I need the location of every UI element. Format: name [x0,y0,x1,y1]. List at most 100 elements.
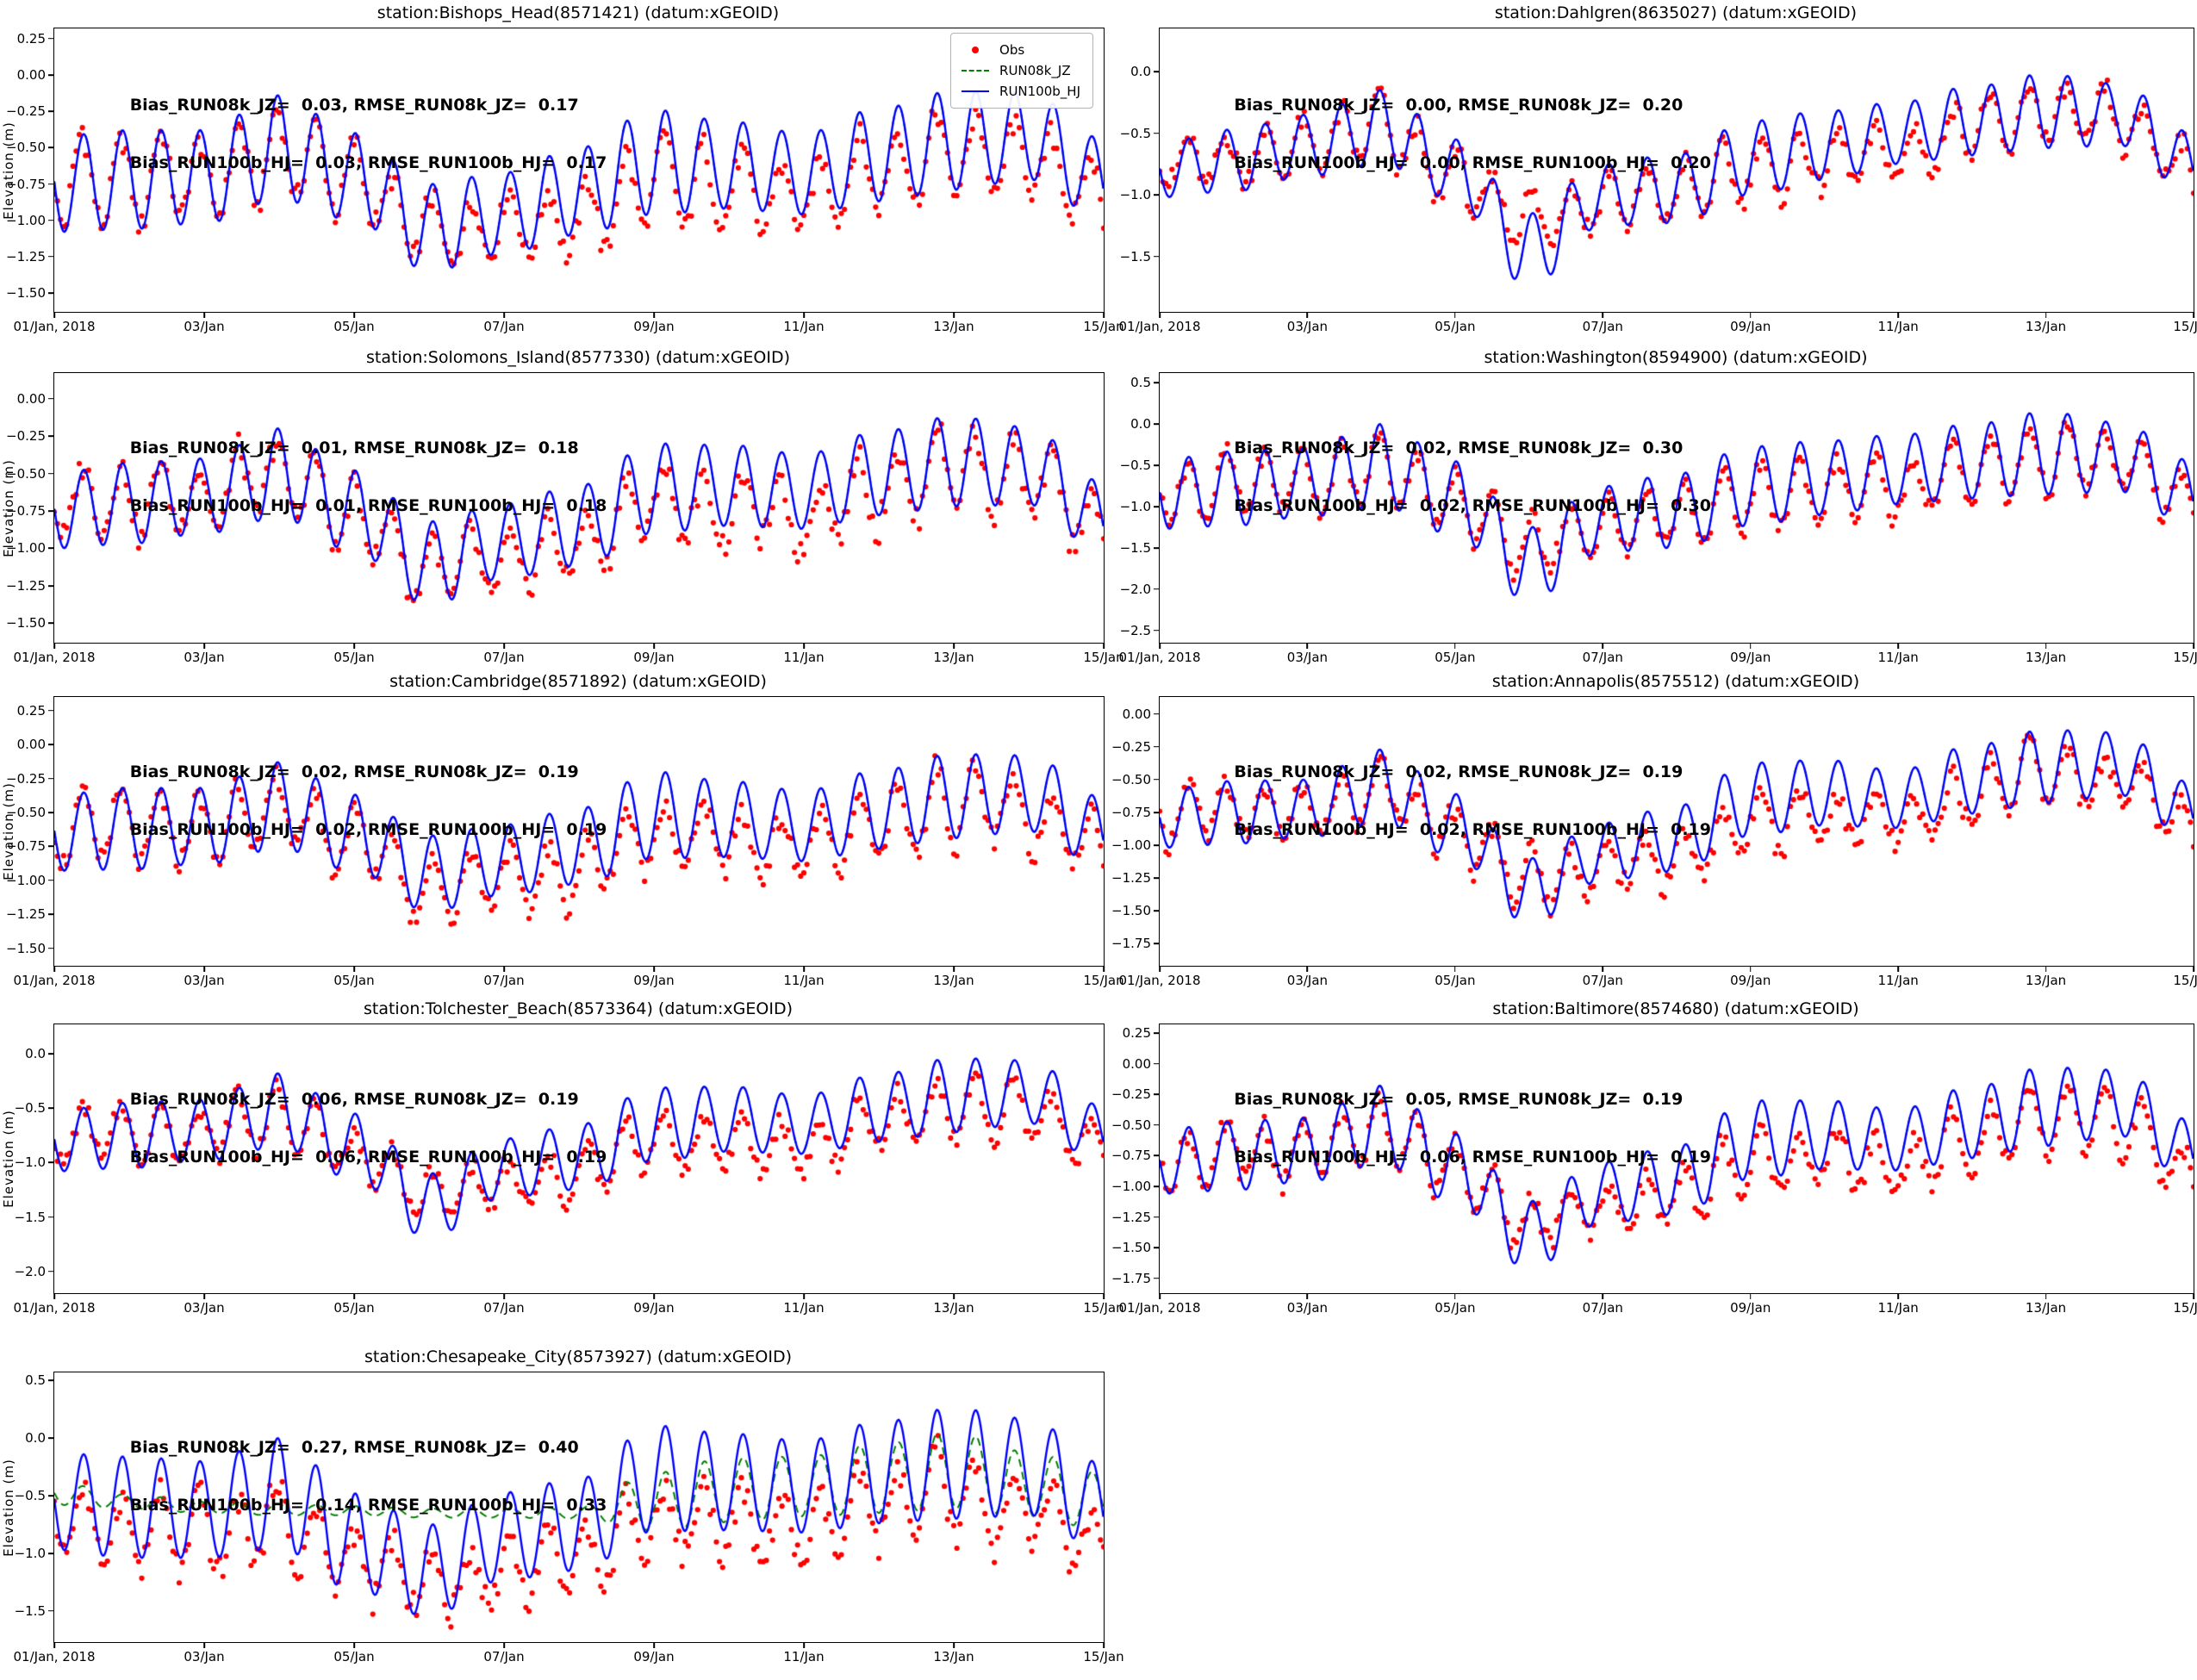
y-tick-mark [48,292,54,294]
x-tick-label: 03/Jan [184,1300,225,1316]
legend-entry: RUN08k_JZ [960,60,1080,81]
y-axis-label: Elevation (m) [1,121,16,220]
x-tick-mark [653,966,655,972]
x-tick-label: 01/Jan, 2018 [1118,650,1201,665]
y-tick-mark [48,183,54,185]
subplot-solomons_island: station:Solomons_Island(8577330) (datum:… [1,348,1124,676]
y-tick-mark [48,622,54,625]
x-tick-label: 05/Jan [333,319,375,334]
y-tick-mark [48,913,54,915]
x-tick-label: 09/Jan [633,1649,675,1664]
plot-canvas [54,373,1104,643]
x-tick-mark [53,1293,55,1299]
x-tick-label: 03/Jan [1286,650,1329,665]
x-tick-label: 05/Jan [1435,1300,1476,1316]
y-tick-label: −0.25 [1111,1086,1151,1103]
x-tick-label: 11/Jan [1877,973,1919,988]
x-tick-mark [203,1293,205,1299]
x-tick-label: 11/Jan [783,1300,825,1316]
plot-title: station:Annapolis(8575512) (datum:xGEOID… [1491,672,1860,691]
legend-entry: RUN100b_HJ [960,81,1080,102]
x-tick-label: 03/Jan [184,650,225,665]
x-tick-label: 01/Jan, 2018 [13,1300,96,1316]
x-tick-mark [953,1293,955,1299]
x-tick-label: 05/Jan [333,650,375,665]
y-tick-mark [48,777,54,780]
y-tick-mark [48,1495,54,1496]
y-tick-mark [1154,943,1160,944]
x-tick-mark [1306,643,1309,649]
y-tick-mark [48,1216,54,1218]
y-tick-mark [48,435,54,437]
x-tick-mark [1103,312,1105,318]
x-tick-label: 03/Jan [1286,319,1329,334]
plot-canvas [1160,697,2194,966]
x-tick-label: 07/Jan [483,650,525,665]
x-tick-mark [353,1642,355,1648]
y-tick-label: −1.25 [1111,870,1151,887]
y-tick-label: −1.5 [14,1209,46,1225]
y-tick-mark [1154,1062,1160,1065]
plot-canvas [54,1024,1104,1293]
y-tick-mark [1154,547,1160,549]
y-tick-mark [48,146,54,149]
x-tick-mark [503,966,505,972]
y-tick-mark [48,744,54,745]
y-tick-label: 0.25 [1122,1024,1151,1041]
y-tick-mark [1154,629,1160,632]
y-tick-label: −1.00 [1111,837,1151,853]
x-tick-mark [1602,643,1604,649]
x-tick-label: 05/Jan [333,973,375,988]
y-tick-mark [1154,255,1160,258]
x-tick-mark [203,312,205,318]
y-tick-mark [48,585,54,587]
y-tick-label: −0.5 [14,1100,46,1117]
x-tick-label: 13/Jan [933,1649,974,1664]
x-tick-mark [653,1642,655,1648]
y-tick-mark [1154,812,1160,813]
obs-dot-icon [960,47,991,53]
y-tick-mark [1154,910,1160,912]
x-tick-label: 01/Jan, 2018 [13,973,96,988]
y-tick-label: −0.25 [6,770,46,787]
x-tick-mark [803,312,805,318]
subplot-baltimore: station:Baltimore(8574680) (datum:xGEOID… [1111,999,2197,1327]
y-tick-mark [1154,1093,1160,1095]
y-tick-label: −0.25 [6,103,46,120]
y-tick-label: 0.0 [1130,416,1151,432]
y-tick-mark [1154,779,1160,781]
axes-area: Bias_RUN08k_JZ= 0.06, RMSE_RUN08k_JZ= 0.… [1,1024,1124,1316]
bias-rmse-annotation: Bias_RUN08k_JZ= 0.03, RMSE_RUN08k_JZ= 0.… [130,57,607,211]
x-tick-label: 09/Jan [1730,319,1771,334]
x-tick-label: 07/Jan [483,1300,525,1316]
x-tick-label: 15/Jan [2173,650,2197,665]
x-tick-label: 01/Jan, 2018 [13,1649,96,1664]
y-tick-label: −0.25 [6,428,46,445]
subplot-dahlgren: station:Dahlgren(8635027) (datum:xGEOID)… [1119,3,2197,345]
x-tick-mark [1897,312,1899,318]
x-tick-mark [1897,1293,1899,1299]
x-tick-label: 09/Jan [633,650,675,665]
bias-rmse-annotation: Bias_RUN08k_JZ= 0.06, RMSE_RUN08k_JZ= 0.… [130,1051,607,1205]
y-tick-mark [48,1161,54,1164]
x-tick-label: 13/Jan [2025,973,2067,988]
y-tick-mark [1154,1216,1160,1218]
y-tick-label: 0.00 [16,390,46,407]
x-tick-label: 03/Jan [1286,1300,1329,1316]
x-tick-label: 01/Jan, 2018 [1118,973,1201,988]
x-tick-mark [2045,643,2047,649]
x-tick-mark [953,312,955,318]
annotation-line-2: Bias_RUN100b_HJ= 0.02, RMSE_RUN100b_HJ= … [1234,496,1711,516]
y-tick-label: −1.0 [1119,499,1151,515]
x-tick-label: 07/Jan [483,319,525,334]
x-tick-label: 13/Jan [933,1300,974,1316]
x-tick-label: 07/Jan [483,973,525,988]
plot-canvas [1160,1024,2194,1293]
x-tick-mark [503,312,505,318]
y-tick-label: −0.50 [1111,1117,1151,1133]
x-tick-mark [203,966,205,972]
x-tick-label: 11/Jan [1877,319,1919,334]
x-tick-mark [2045,312,2047,318]
bias-rmse-annotation: Bias_RUN08k_JZ= 0.02, RMSE_RUN08k_JZ= 0.… [130,724,607,878]
y-tick-mark [48,812,54,813]
